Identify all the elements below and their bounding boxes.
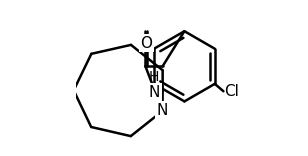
Text: N: N bbox=[148, 85, 160, 100]
Text: H: H bbox=[149, 70, 159, 84]
Text: N: N bbox=[157, 103, 168, 118]
Text: O: O bbox=[140, 36, 152, 51]
Text: Cl: Cl bbox=[224, 84, 239, 99]
